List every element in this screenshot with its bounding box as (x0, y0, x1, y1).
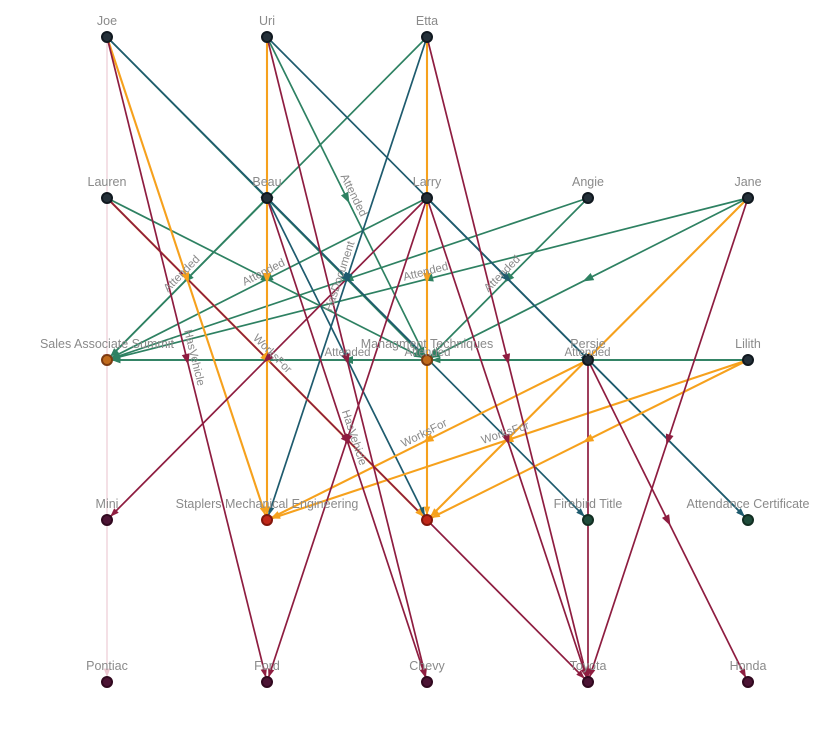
node-etta[interactable] (421, 31, 433, 43)
edge-end-arrowhead-etta-company2 (423, 506, 431, 516)
node-label-lauren: Lauren (88, 175, 127, 189)
edge-end-arrowhead-lilith-sas (111, 356, 121, 364)
node-label-chevy: Chevy (409, 659, 445, 673)
edge-end-arrowhead-lauren-toyota (576, 670, 585, 679)
edge-label-lilith-mt: Attended (564, 347, 610, 359)
edge-end-arrowhead-larry-toyota (580, 668, 587, 678)
node-uri[interactable] (261, 31, 273, 43)
edge-mid-arrowhead-persie-staplers (422, 433, 435, 443)
node-staplers[interactable] (261, 514, 273, 526)
node-toyota[interactable] (582, 676, 594, 688)
edge-end-arrowhead-joe-pontiac (103, 668, 111, 678)
edge-mid-arrowhead-lilith-company2 (582, 433, 595, 443)
edge-label-persie-sas: Attended (324, 347, 370, 359)
node-label-mt: Managment Techniques (361, 337, 494, 351)
node-mt[interactable] (421, 354, 433, 366)
node-label-persie: Persie (570, 337, 605, 351)
node-label-joe: Joe (97, 14, 117, 28)
edge-end-arrowhead-lilith-staplers (271, 512, 281, 519)
edge-mid-arrowhead-jane-mt (582, 272, 595, 282)
node-lauren[interactable] (101, 192, 113, 204)
node-joe[interactable] (101, 31, 113, 43)
node-label-uri: Uri (259, 14, 275, 28)
edge-end-arrowhead-persie-toyota (584, 668, 592, 678)
edge-end-arrowhead-joe-ford (260, 668, 267, 678)
edge-mid-arrowhead-joe-staplers (181, 272, 190, 284)
edge-end-arrowhead-lauren-company2 (415, 508, 424, 517)
edge-end-arrowhead-lilith-mt (431, 356, 441, 364)
edge-mid-arrowhead-etta-staplers (344, 272, 353, 284)
node-label-sas: Sales Associate Summit (40, 337, 175, 351)
edge-label-lilith-sas: Attended (404, 347, 450, 359)
edge-mid-arrowhead-uri-staplers (263, 273, 271, 284)
edge-end-arrowhead-angie-mt (430, 348, 439, 357)
edge-end-arrowhead-joe-mt (415, 348, 424, 357)
node-label-jane: Jane (734, 175, 761, 189)
edge-end-arrowhead-etta-staplers (268, 506, 275, 516)
node-label-pontiac: Pontiac (86, 659, 128, 673)
node-label-angie: Angie (572, 175, 604, 189)
edge-end-arrowhead-angie-sas (111, 352, 121, 359)
node-honda[interactable] (742, 676, 754, 688)
edge-mid-arrowhead-lauren-toyota (340, 433, 352, 444)
node-label-honda: Honda (730, 659, 767, 673)
edge-end-arrowhead-jane-toyota (589, 668, 596, 678)
node-ford[interactable] (261, 676, 273, 688)
node-pontiac[interactable] (101, 676, 113, 688)
node-persie[interactable] (582, 354, 594, 366)
node-label-etta: Etta (416, 14, 438, 28)
node-attcert[interactable] (742, 514, 754, 526)
node-label-lilith: Lilith (735, 337, 761, 351)
edge-mid-arrowhead-larry-toyota (501, 433, 510, 446)
edge-end-arrowhead-joe-staplers (259, 506, 266, 516)
node-label-toyota: Toyota (570, 659, 607, 673)
node-jane[interactable] (742, 192, 754, 204)
edge-end-arrowhead-etta-sas (110, 348, 119, 357)
edge-mid-arrowhead-persie-honda (661, 514, 671, 526)
edge-mid-arrowhead-joe-ford (181, 353, 190, 365)
node-label-mini: Mini (96, 497, 119, 511)
node-firebird[interactable] (582, 514, 594, 526)
edge-mid-arrowhead-etta-toyota (502, 353, 511, 365)
edge-end-arrowhead-larry-mini (110, 508, 119, 517)
edge-mid-arrowhead-jane-toyota (665, 433, 674, 446)
edge-end-arrowhead-lilith-company2 (431, 511, 441, 518)
node-chevy[interactable] (421, 676, 433, 688)
edge-end-arrowhead-persie-honda (739, 668, 746, 678)
edge-end-arrowhead-jane-company2 (430, 508, 439, 517)
node-lilith[interactable] (742, 354, 754, 366)
edge-mid-arrowhead-uri-attcert (500, 271, 512, 283)
node-label-larry: Larry (413, 175, 442, 189)
node-label-staplers: Staplers Mechanical Engineering (176, 497, 359, 511)
edge-end-arrowhead-joe-firebird (576, 508, 585, 517)
node-sas[interactable] (101, 354, 113, 366)
edge-end-arrowhead-jane-mt (431, 351, 441, 358)
node-label-beau: Beau (252, 175, 281, 189)
node-label-firebird: Firebird Title (554, 497, 623, 511)
edge-mid-arrowhead-uri-mt (340, 191, 350, 204)
node-company2[interactable] (421, 514, 433, 526)
node-mini[interactable] (101, 514, 113, 526)
edge-mid-arrowhead-uri-chevy (341, 353, 350, 365)
edge-mid-arrowhead-larry-mini (263, 352, 274, 363)
node-larry[interactable] (421, 192, 433, 204)
edge-end-arrowhead-uri-attcert (736, 508, 745, 517)
node-angie[interactable] (582, 192, 594, 204)
edge-end-arrowhead-larry-ford (268, 668, 275, 678)
edge-end-arrowhead-uri-chevy (420, 668, 427, 678)
node-label-ford: Ford (254, 659, 280, 673)
edge-mid-arrowhead-etta-company2 (423, 273, 431, 284)
node-label-attcert: Attendance Certificate (687, 497, 810, 511)
node-beau[interactable] (261, 192, 273, 204)
